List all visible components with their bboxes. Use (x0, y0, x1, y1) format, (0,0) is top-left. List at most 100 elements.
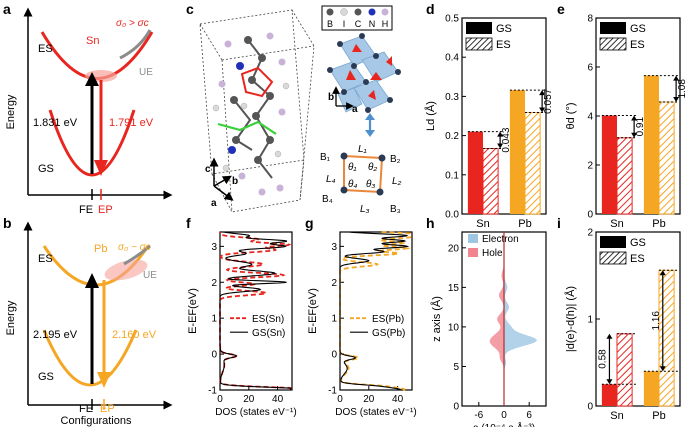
chart-h-legend-hole: Hole (482, 248, 503, 259)
chart-i-ytick-label: 2 (587, 228, 593, 239)
chart-e-bar-gs (643, 75, 659, 214)
legend-element-n: N (369, 19, 376, 29)
chart-e-legend-gs-swatch (600, 22, 626, 34)
panel-b-es: ES (38, 253, 53, 265)
chart-i-diff-label: 1.16 (651, 311, 662, 331)
panel-b-energy-emi: 2.160 eV (112, 329, 157, 341)
panel-b: b Energy ES GS Pb σ₀ ~ σc UE 2.195 eV 2.… (3, 215, 173, 427)
panel-e-label: e (557, 1, 565, 17)
chart-e-ytick-label: 8 (587, 14, 593, 25)
chart-g-xlabel: DOS (states eV⁻¹) (335, 407, 416, 418)
chart-i-legend-gs: GS (630, 237, 646, 249)
chart-e-ylabel: θd (°) (565, 102, 577, 129)
chart-d-diff-arrowhead (539, 107, 546, 113)
chart-i-diff-arrowhead (606, 333, 613, 339)
chart-e-category: Sn (610, 218, 623, 230)
chart-e-category: Pb (652, 218, 665, 230)
chart-h-ytick-label: 20 (448, 243, 460, 254)
panel-h-label: h (426, 215, 435, 231)
chart-h-hole-area (489, 239, 504, 399)
chart-i-legend-gs-swatch (600, 236, 626, 248)
chart-g-ytick-label: 2 (331, 278, 337, 289)
chart-i-diff-arrowhead (659, 366, 666, 372)
chart-e-legend-es: ES (630, 39, 645, 51)
chart-i-legend-es: ES (630, 253, 645, 265)
panel-a-label: a (3, 1, 11, 17)
quad-L3: L₃ (360, 204, 370, 215)
octa-axis-a: a (352, 104, 358, 115)
chart-g-legend-gs: GS(Pb) (372, 328, 405, 339)
panel-b-fe: FE (79, 403, 93, 415)
chart-d-category: Sn (476, 218, 489, 230)
panel-b-gs-curve (42, 329, 138, 387)
chart-h-ytick-label: 0 (453, 402, 459, 413)
chart-f-xtick-label: 0 (217, 394, 223, 405)
chart-d-legend-gs: GS (496, 23, 512, 35)
panel-b-ue-curve (123, 244, 151, 266)
red-octa-edge (240, 66, 274, 98)
chart-i-ytick-label: 0 (587, 402, 593, 413)
chart-e-legend-gs: GS (630, 23, 646, 35)
chart-i-diff-arrowhead (606, 379, 613, 385)
chart-g-legend-es: ES(Pb) (372, 314, 404, 325)
quad-L2: L₂ (392, 176, 402, 187)
chart-e-bar-es (658, 101, 675, 215)
panel-b-gs: GS (38, 371, 54, 383)
chart-i-diff-arrowhead (659, 270, 666, 276)
chart-d-ytick-label: 0.2 (445, 131, 459, 142)
panel-a-gs-curve (48, 109, 136, 177)
panel-i-label: i (557, 215, 561, 231)
panel-a: a Energy ES GS Sn σ₀ > σc UE 1.831 eV 1.… (3, 1, 173, 216)
chart-f-ytick-label: -1 (208, 386, 217, 397)
chart-h-xlabel: ρ (10⁻⁴ e Å⁻³) (473, 421, 535, 427)
quad-B3: B₃ (390, 204, 401, 215)
chart-f-ytick-label: 0 (211, 350, 217, 361)
panel-a-gs: GS (38, 163, 54, 175)
panel-b-ue: UE (143, 270, 157, 281)
chart-d-diff-label: 0.043 (501, 127, 512, 152)
panel-b-absorption-arrowhead (85, 273, 99, 288)
panel-b-ep-highlight (104, 259, 148, 281)
quad-theta2: θ₂ (368, 162, 377, 173)
chart-f-series-gs (219, 231, 292, 390)
chart-f-series-es (219, 232, 292, 390)
chart-i-bar-es (658, 269, 675, 407)
chart-f-ytick-label: 1 (211, 314, 217, 325)
chart-d-bar-gs (509, 90, 525, 214)
chart-g-series-es (339, 231, 412, 391)
lattice-axis-c: c (205, 164, 211, 175)
quad-B2: B₂ (390, 154, 401, 165)
panel-a-ylabel: Energy (5, 94, 17, 129)
chart-h-electron-area (504, 239, 537, 399)
zoom-double-arrow (365, 113, 375, 137)
chart-i-ytick-label: 1 (587, 315, 593, 326)
chart-e-diff-label: 1.08 (677, 79, 685, 99)
quad-theta3: θ₃ (366, 179, 375, 190)
chart-d-ylabel: Ld (Å) (424, 101, 437, 131)
panel-d-label: d (426, 1, 435, 17)
quad-B4: B₄ (322, 194, 333, 205)
panel-a-es: ES (38, 43, 53, 55)
lattice-axis-b: b (232, 176, 238, 187)
chart-d-category: Pb (518, 218, 531, 230)
panel-a-energy-emi: 1.791 eV (109, 117, 154, 129)
chart-d-diff-label: 0.057 (543, 88, 554, 113)
panel-b-metal: Pb (94, 243, 107, 255)
chart-d-ytick-label: 0.1 (445, 170, 459, 181)
chart-e-diff-arrowhead (673, 97, 680, 103)
chart-h-ytick-label: 5 (453, 362, 459, 373)
chart-g-xtick-label: 20 (363, 394, 375, 405)
chart-e-diff-arrowhead (673, 75, 680, 81)
chart-f-xtick-label: 20 (243, 394, 255, 405)
panel-b-xlabel: Configurations (61, 415, 132, 427)
chart-h-ytick-label: 15 (448, 283, 460, 294)
chart-d-legend-gs-swatch (466, 22, 492, 34)
legend-element-c: C (355, 19, 362, 29)
panel-a-ue: UE (139, 67, 153, 78)
distortion-quad: B₁ B₂ B₃ B₄ L₁ L₂ L₃ L₄ θ₁ θ₂ θ₃ θ₄ (320, 144, 402, 215)
chart-e-bar-gs (601, 115, 617, 214)
chart-f-legend-es: ES(Sn) (252, 314, 284, 325)
chart-i-category: Sn (610, 410, 623, 422)
chart-f-xlabel: DOS (states eV⁻¹) (215, 407, 296, 418)
